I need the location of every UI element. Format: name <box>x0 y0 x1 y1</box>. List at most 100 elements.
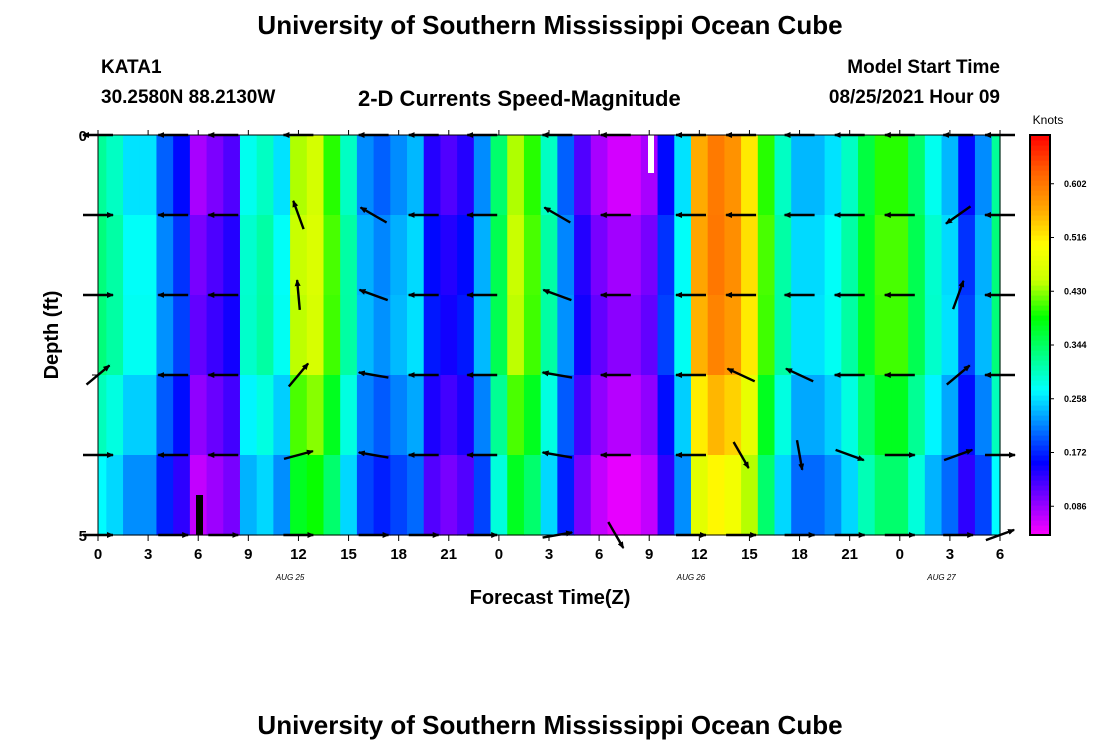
heatmap-cell <box>540 455 558 536</box>
heatmap-cell <box>607 135 625 216</box>
heatmap-cell <box>640 455 659 536</box>
heatmap-cell <box>256 295 274 376</box>
heatmap-cell <box>974 375 993 456</box>
heatmap-cell <box>440 455 458 536</box>
heatmap-cell <box>624 455 642 536</box>
heatmap-cell <box>824 375 842 456</box>
heatmap-cell <box>858 455 876 536</box>
heatmap-cell <box>741 295 759 376</box>
colorbar-cell <box>1030 330 1050 336</box>
heatmap-cell <box>473 455 492 536</box>
colorbar-cell <box>1030 305 1050 311</box>
heatmap-cell <box>724 295 742 376</box>
heatmap-cell <box>290 375 308 456</box>
colorbar-cell <box>1030 140 1050 146</box>
heatmap-cell <box>106 375 124 456</box>
heatmap-cell <box>590 215 609 296</box>
heatmap-cell <box>607 455 625 536</box>
heatmap-cell <box>156 295 174 376</box>
colorbar-cell <box>1030 510 1050 516</box>
heatmap-cell <box>356 455 375 536</box>
colorbar-cell <box>1030 260 1050 266</box>
heatmap-cell <box>423 455 442 536</box>
heatmap-cell <box>657 375 675 456</box>
colorbar-cell <box>1030 135 1050 141</box>
colorbar-cell <box>1030 205 1050 211</box>
colorbar-cell <box>1030 460 1050 466</box>
heatmap-cell <box>924 135 943 216</box>
colorbar-cell <box>1030 430 1050 436</box>
heatmap-cell <box>807 375 826 456</box>
date-label: AUG 26 <box>676 573 706 582</box>
page-title: University of Southern Mississippi Ocean… <box>257 10 843 40</box>
heatmap-cell <box>741 375 759 456</box>
heatmap-cell <box>106 215 124 296</box>
colorbar-cell <box>1030 240 1050 246</box>
heatmap-cell <box>173 215 191 296</box>
heatmap-cell <box>340 455 358 536</box>
heatmap-cell <box>557 375 575 456</box>
colorbar-cell <box>1030 280 1050 286</box>
heatmap-cell <box>991 455 1001 536</box>
heatmap-cell <box>991 215 1001 296</box>
heatmap-cell <box>807 135 826 216</box>
heatmap-cell <box>290 455 308 536</box>
x-tick-label: 15 <box>340 546 357 563</box>
heatmap-cell <box>958 295 976 376</box>
colorbar-cell <box>1030 255 1050 261</box>
heatmap-cell <box>590 375 609 456</box>
colorbar-tick-label: 0.258 <box>1064 394 1087 404</box>
colorbar-cell <box>1030 290 1050 296</box>
heatmap-cell <box>674 135 692 216</box>
heatmap-cell <box>874 215 893 296</box>
heatmap-cell <box>724 455 742 536</box>
colorbar-cell <box>1030 500 1050 506</box>
colorbar-cell <box>1030 505 1050 511</box>
current-vector-arrow <box>541 370 573 379</box>
heatmap-cell <box>323 215 341 296</box>
heatmap-cell <box>507 455 525 536</box>
colorbar-cell <box>1030 160 1050 166</box>
heatmap-cell <box>123 455 141 536</box>
heatmap-cell <box>407 295 425 376</box>
heatmap-cell <box>239 295 258 376</box>
colorbar-cell <box>1030 480 1050 486</box>
colorbar-tick-label: 0.172 <box>1064 448 1087 458</box>
current-vector-arrow <box>732 441 750 469</box>
colorbar-cell <box>1030 360 1050 366</box>
heatmap-cell <box>791 135 809 216</box>
heatmap-cell <box>640 375 659 456</box>
current-vector-arrow <box>943 448 974 462</box>
heatmap-cell <box>340 215 358 296</box>
heatmap-cell <box>490 295 508 376</box>
chart-title: 2-D Currents Speed-Magnitude <box>358 86 681 111</box>
colorbar-cell <box>1030 170 1050 176</box>
heatmap-cell <box>807 295 826 376</box>
colorbar-cell <box>1030 375 1050 381</box>
heatmap-cell <box>507 215 525 296</box>
colorbar-cell <box>1030 340 1050 346</box>
heatmap-cell <box>206 295 224 376</box>
heatmap-cell <box>607 375 625 456</box>
heatmap-cell <box>523 135 542 216</box>
heatmap-cell <box>340 295 358 376</box>
colorbar-cell <box>1030 180 1050 186</box>
heatmap-cell <box>858 375 876 456</box>
heatmap-cell <box>690 375 709 456</box>
heatmap-cell <box>757 455 776 536</box>
heatmap-cell <box>941 135 959 216</box>
heatmap-cell <box>657 295 675 376</box>
heatmap-cell <box>340 135 358 216</box>
heatmap-cell <box>490 215 508 296</box>
heatmap-cell <box>624 295 642 376</box>
heatmap-cell <box>123 375 141 456</box>
heatmap-cell <box>690 295 709 376</box>
heatmap-cell <box>791 375 809 456</box>
heatmap-cell <box>273 455 291 536</box>
current-vector-arrow <box>357 370 389 379</box>
heatmap-cell <box>123 215 141 296</box>
colorbar-cell <box>1030 440 1050 446</box>
date-label: AUG 25 <box>275 573 305 582</box>
heatmap-cell <box>924 295 943 376</box>
heatmap-cell <box>707 215 725 296</box>
